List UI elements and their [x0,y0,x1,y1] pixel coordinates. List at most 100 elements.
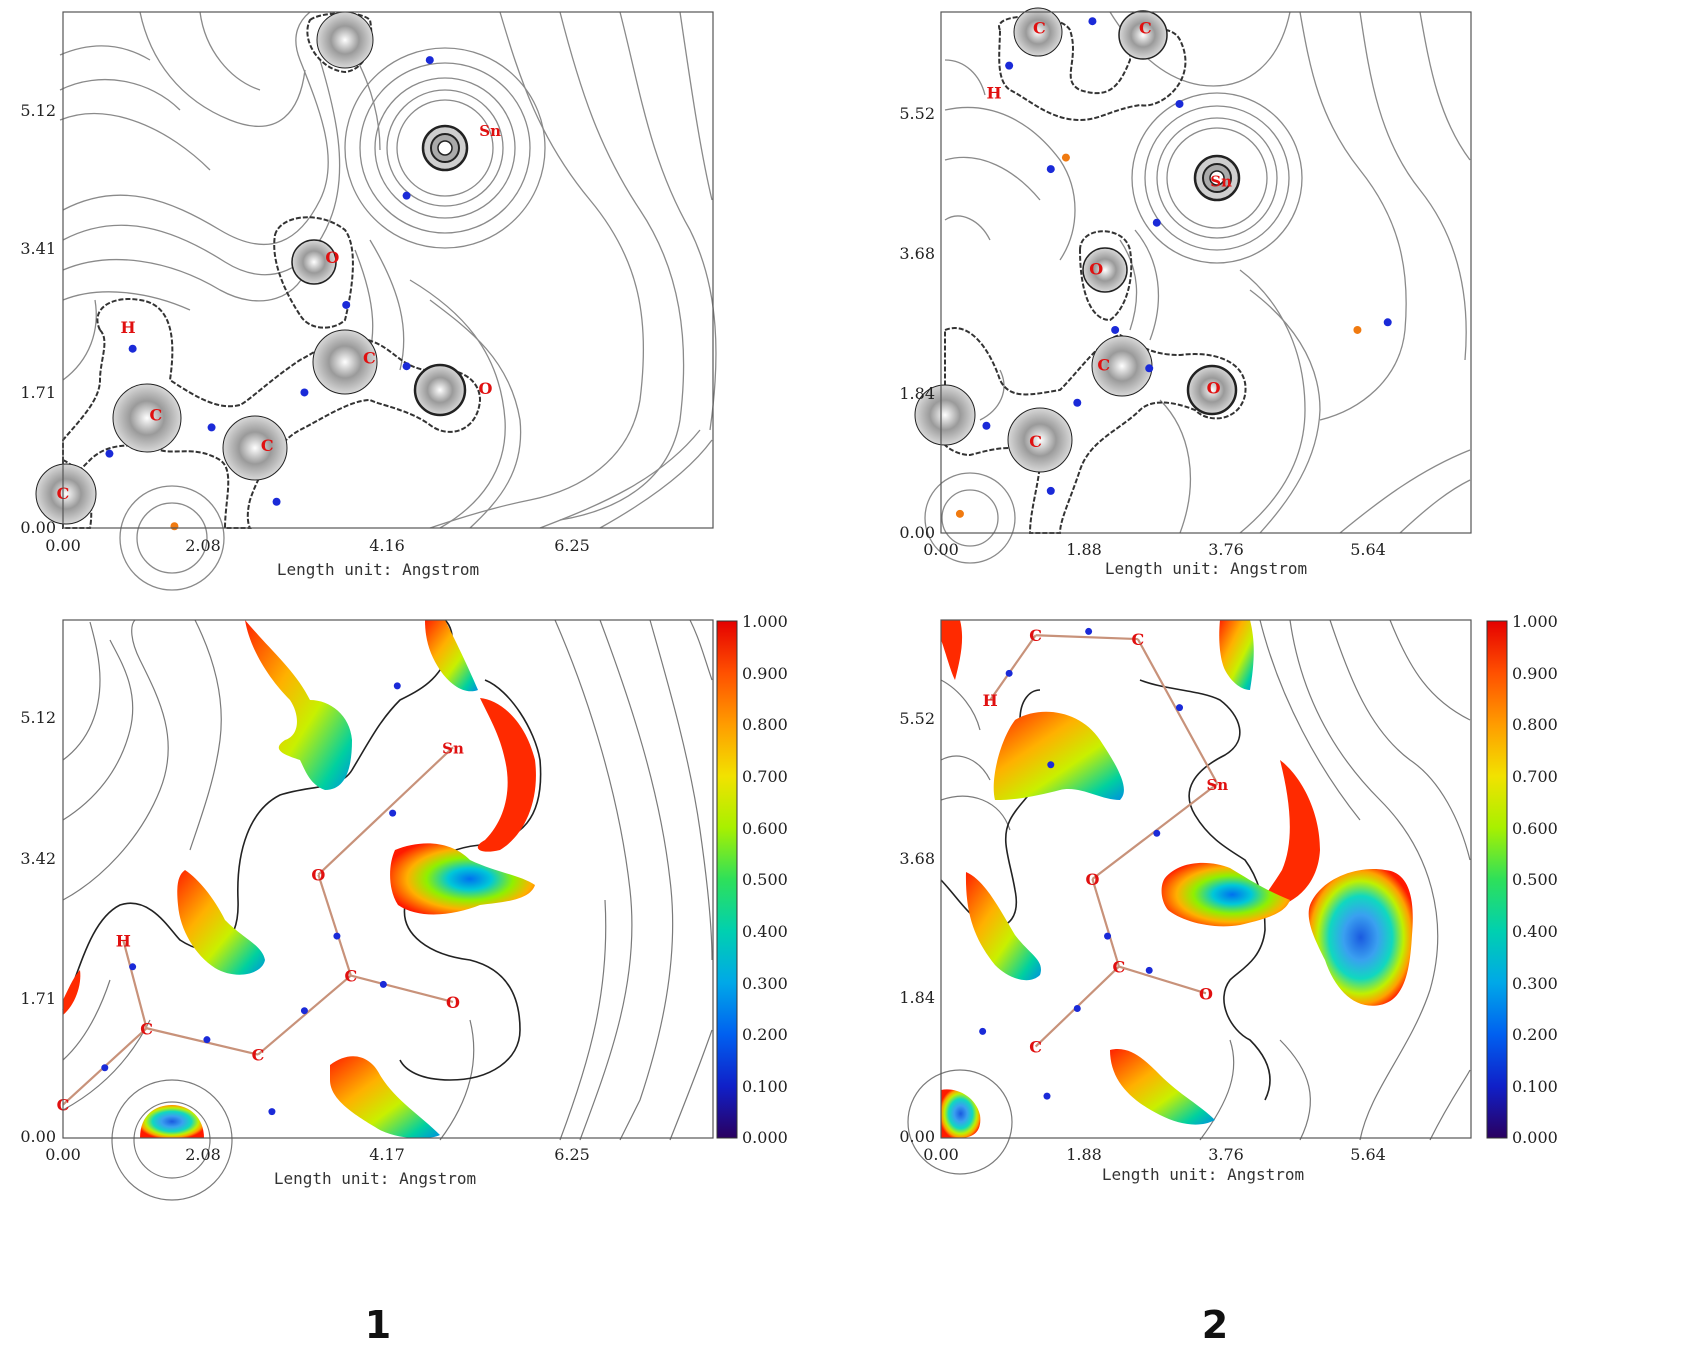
bond-critical-point [1145,966,1153,974]
atom-label: O [1089,260,1103,279]
elf-lobes [63,620,536,1139]
colorbar-tick-label: 0.700 [742,767,788,786]
x-tick-label: 3.76 [1208,540,1244,559]
colorbar-tick-label: 0.300 [742,974,788,993]
bond-critical-point [982,421,991,430]
y-axis-ticks: 0.00 1.71 3.42 5.12 [20,708,56,1146]
atom-label: H [116,931,131,950]
atom-label: Sn [442,739,464,757]
y-tick-label: 3.42 [20,849,56,868]
bond-critical-point [1046,165,1055,174]
y-tick-label: 5.12 [20,101,56,120]
bond-critical-point [1175,99,1184,108]
elf-lobe [390,843,535,915]
x-tick-label: 5.64 [1350,1145,1386,1164]
atom-label: C [261,436,274,455]
x-axis-ticks: 0.00 2.08 4.17 6.25 [45,1145,590,1164]
bond-critical-point [402,191,411,200]
y-tick-label: 0.00 [20,518,56,537]
y-tick-label: 1.84 [899,988,935,1007]
y-tick-label: 0.00 [899,523,935,542]
atom-label: O [479,379,493,398]
colorbar-ticks: 1.000 0.900 0.800 0.700 0.600 0.500 0.40… [742,612,788,1147]
basin-outlines [944,15,1247,534]
atom-label: C [1113,958,1126,977]
x-tick-label: 3.76 [1208,1145,1244,1164]
elf-lobe [965,872,1041,981]
x-tick-label: 0.00 [45,1145,81,1164]
bond-critical-point [207,423,216,432]
panel-2-colormap: Sn O C O C C C H 0.00 1.88 3.76 5.64 0.00 1.84 … [899,612,1557,1184]
y-tick-label: 0.00 [20,1127,56,1146]
x-tick-label: 4.16 [369,536,405,555]
bond-critical-point [1145,364,1154,373]
x-axis-ticks: 0.00 2.08 4.16 6.25 [45,536,590,555]
x-tick-label: 5.64 [1350,540,1386,559]
bond-critical-point [300,1007,308,1015]
atom-label: C [1033,18,1046,37]
bond-critical-point [1073,398,1082,407]
bond-critical-point [1088,17,1097,26]
bond-line [1091,878,1120,967]
elf-lobe [1110,1049,1215,1125]
atom-label: Sn [479,122,501,140]
elf-separatrix [62,619,453,1011]
colorbar-tick-label: 1.000 [1512,612,1558,631]
bond-critical-point [1176,704,1183,712]
colorbar-tick-label: 0.000 [742,1128,788,1147]
colorbar-tick-label: 0.500 [742,870,788,889]
bond-line [1035,634,1138,641]
y-tick-label: 1.84 [899,384,935,403]
elf-lobe [245,620,352,790]
ring-critical-point [170,522,179,531]
y-tick-label: 1.71 [20,383,56,402]
elf-lobe [477,698,536,852]
panel-caption: 2 [1202,1303,1228,1347]
colorbar-tick-label: 0.300 [1512,974,1558,993]
ring-critical-point [1353,325,1362,334]
x-tick-label: 2.08 [185,1145,221,1164]
atom-label: H [983,691,998,710]
elf-lobe [1161,862,1290,927]
y-tick-label: 5.12 [20,708,56,727]
ring-critical-point [955,509,964,518]
x-tick-label: 6.25 [554,536,590,555]
colorbar-tick-label: 0.900 [742,664,788,683]
colorbar-ticks: 1.000 0.900 0.800 0.700 0.600 0.500 0.40… [1512,612,1558,1147]
bond-critical-point [379,980,387,988]
bond-critical-point [203,1036,211,1044]
bond-line [122,940,148,1029]
bond-line [317,874,352,976]
elf-separatrix [1139,679,1271,1101]
bond-critical-point [1046,486,1055,495]
atom-label: O [1199,984,1213,1003]
bond-critical-point [1073,1005,1081,1012]
bond-line [146,1027,259,1056]
bond-line [350,974,454,1003]
atom-label: C [252,1046,265,1065]
elf-lobe [63,970,81,1015]
x-tick-label: 0.00 [923,540,959,559]
bond-line [257,974,352,1056]
plot-frame [940,619,1472,1139]
y-tick-label: 5.52 [899,709,935,728]
atom-label: C [1139,18,1152,37]
y-axis-ticks: 0.00 1.84 3.68 5.52 [899,104,935,542]
elf-lobe [941,620,963,680]
plot-frame [62,11,714,529]
bond-critical-point [1085,627,1093,635]
atom-label: C [363,348,376,367]
x-tick-label: 0.00 [45,536,81,555]
y-tick-label: 5.52 [899,104,935,123]
atom-label: C [344,967,357,986]
atom-label: Sn [1210,173,1232,191]
elf-lobe [1308,869,1413,1006]
contour-lines [924,11,1471,564]
bond-critical-point [393,682,401,690]
y-tick-label: 1.71 [20,989,56,1008]
bond-critical-point [1005,61,1014,70]
colorbar-tick-label: 0.500 [1512,870,1558,889]
y-tick-label: 0.00 [899,1127,935,1146]
